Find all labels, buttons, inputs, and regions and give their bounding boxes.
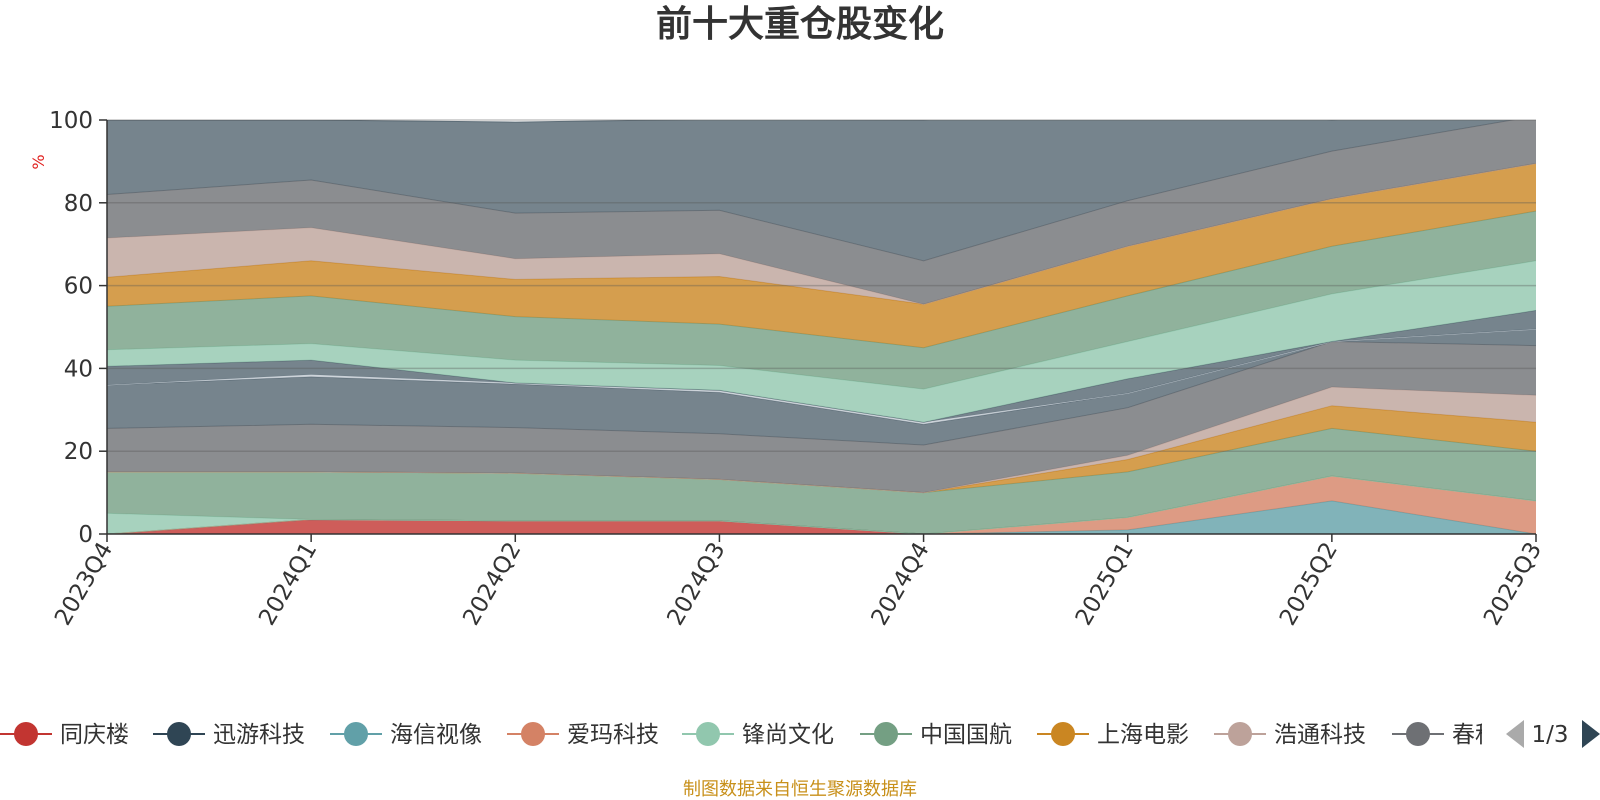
- grid-layer: [107, 119, 1536, 452]
- area-series-8: [107, 387, 1536, 493]
- y-tick-label: 40: [64, 356, 93, 382]
- x-tick-label: 2024Q2: [458, 538, 526, 630]
- area-series-17: [107, 120, 1536, 305]
- legend-item[interactable]: 浩通科技: [1214, 722, 1366, 748]
- x-tick-label: 2024Q3: [662, 538, 730, 630]
- legend-label: 迅游科技: [213, 722, 305, 748]
- legend-item[interactable]: 上海电影: [1037, 722, 1189, 748]
- areas-layer: [107, 120, 1536, 534]
- x-tick-label: 2025Q3: [1479, 538, 1547, 630]
- area-series-16: [107, 163, 1536, 305]
- line-series-18: [107, 120, 1339, 123]
- legend-item[interactable]: 锋尚文化: [682, 722, 834, 748]
- x-tick-label: 2024Q4: [867, 538, 935, 630]
- area-series-1: [107, 519, 1536, 534]
- x-tick-label: 2024Q1: [254, 538, 322, 630]
- legend-marker-icon: [1406, 722, 1430, 746]
- y-tick-label: 60: [64, 274, 93, 300]
- area-series-10: [107, 329, 1536, 445]
- source-note: 制图数据来自恒生聚源数据库: [683, 779, 917, 800]
- legend-next-arrow-icon[interactable]: [1582, 720, 1600, 748]
- legend-marker-icon: [344, 722, 368, 746]
- area-series-14: [107, 211, 1536, 390]
- legend-marker-icon: [521, 722, 545, 746]
- x-tick-label: 2025Q2: [1275, 538, 1343, 630]
- legend-marker-icon: [1051, 722, 1075, 746]
- x-tick-label: 2025Q1: [1071, 538, 1139, 630]
- legend-item[interactable]: 中国国航: [860, 722, 1012, 748]
- legend-label: 上海电影: [1097, 722, 1189, 748]
- legend-item[interactable]: 同庆楼: [0, 722, 129, 748]
- area-series-13: [107, 260, 1536, 423]
- area-series-18: [107, 120, 1513, 261]
- legend-marker-icon: [14, 722, 38, 746]
- legend-label: 浩通科技: [1274, 722, 1366, 748]
- legend-marker-icon: [1228, 722, 1252, 746]
- legend: 同庆楼 迅游科技 海信视像 爱玛科技 锋尚文化 中国国航 上海电影 浩通科技 春秋航空: [0, 722, 1544, 748]
- x-tick-label: 2023Q4: [50, 538, 118, 630]
- legend-marker-icon: [167, 722, 191, 746]
- legend-marker-icon: [696, 722, 720, 746]
- legend-pager: 1/3: [1506, 720, 1600, 748]
- y-axis-unit: %: [29, 154, 48, 169]
- area-series-3: [107, 500, 1536, 534]
- legend-item[interactable]: 爱玛科技: [507, 722, 659, 748]
- area-series-7: [107, 405, 1536, 493]
- legend-label: 海信视像: [390, 722, 482, 748]
- legend-label: 锋尚文化: [742, 722, 834, 748]
- area-series-4: [107, 476, 1536, 534]
- legend-label: 春秋航空: [1452, 722, 1544, 748]
- chart-title: 前十大重仓股变化: [656, 3, 944, 45]
- y-tick-label: 0: [78, 522, 93, 548]
- legend-item[interactable]: 迅游科技: [153, 722, 305, 748]
- area-series-15: [107, 163, 1536, 348]
- legend-prev-arrow-icon[interactable]: [1506, 720, 1524, 748]
- legend-item[interactable]: 春秋航空: [1392, 722, 1544, 748]
- legend-label: 同庆楼: [60, 722, 129, 748]
- y-tick-label: 100: [49, 108, 93, 134]
- area-series-9: [107, 341, 1536, 493]
- y-tick-label: 20: [64, 439, 93, 465]
- legend-page-indicator: 1/3: [1531, 722, 1568, 748]
- area-series-6: [107, 428, 1536, 534]
- legend-label: 爱玛科技: [567, 722, 659, 748]
- legend-label: 中国国航: [920, 722, 1012, 748]
- legend-marker-icon: [874, 722, 898, 746]
- legend-item[interactable]: 海信视像: [330, 722, 482, 748]
- y-tick-label: 80: [64, 191, 93, 217]
